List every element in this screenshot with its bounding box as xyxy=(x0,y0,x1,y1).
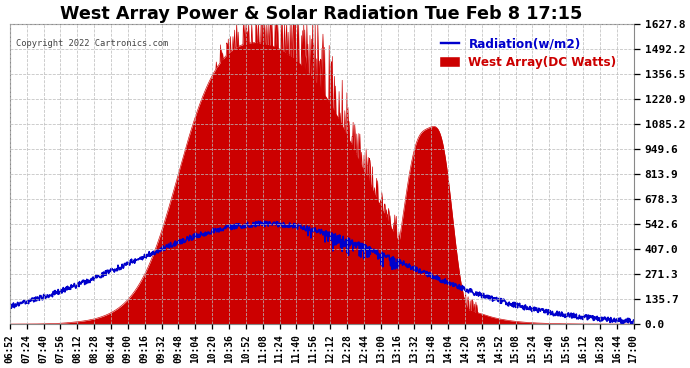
Legend: Radiation(w/m2), West Array(DC Watts): Radiation(w/m2), West Array(DC Watts) xyxy=(436,33,621,74)
Title: West Array Power & Solar Radiation Tue Feb 8 17:15: West Array Power & Solar Radiation Tue F… xyxy=(61,5,583,23)
Text: Copyright 2022 Cartronics.com: Copyright 2022 Cartronics.com xyxy=(16,39,168,47)
